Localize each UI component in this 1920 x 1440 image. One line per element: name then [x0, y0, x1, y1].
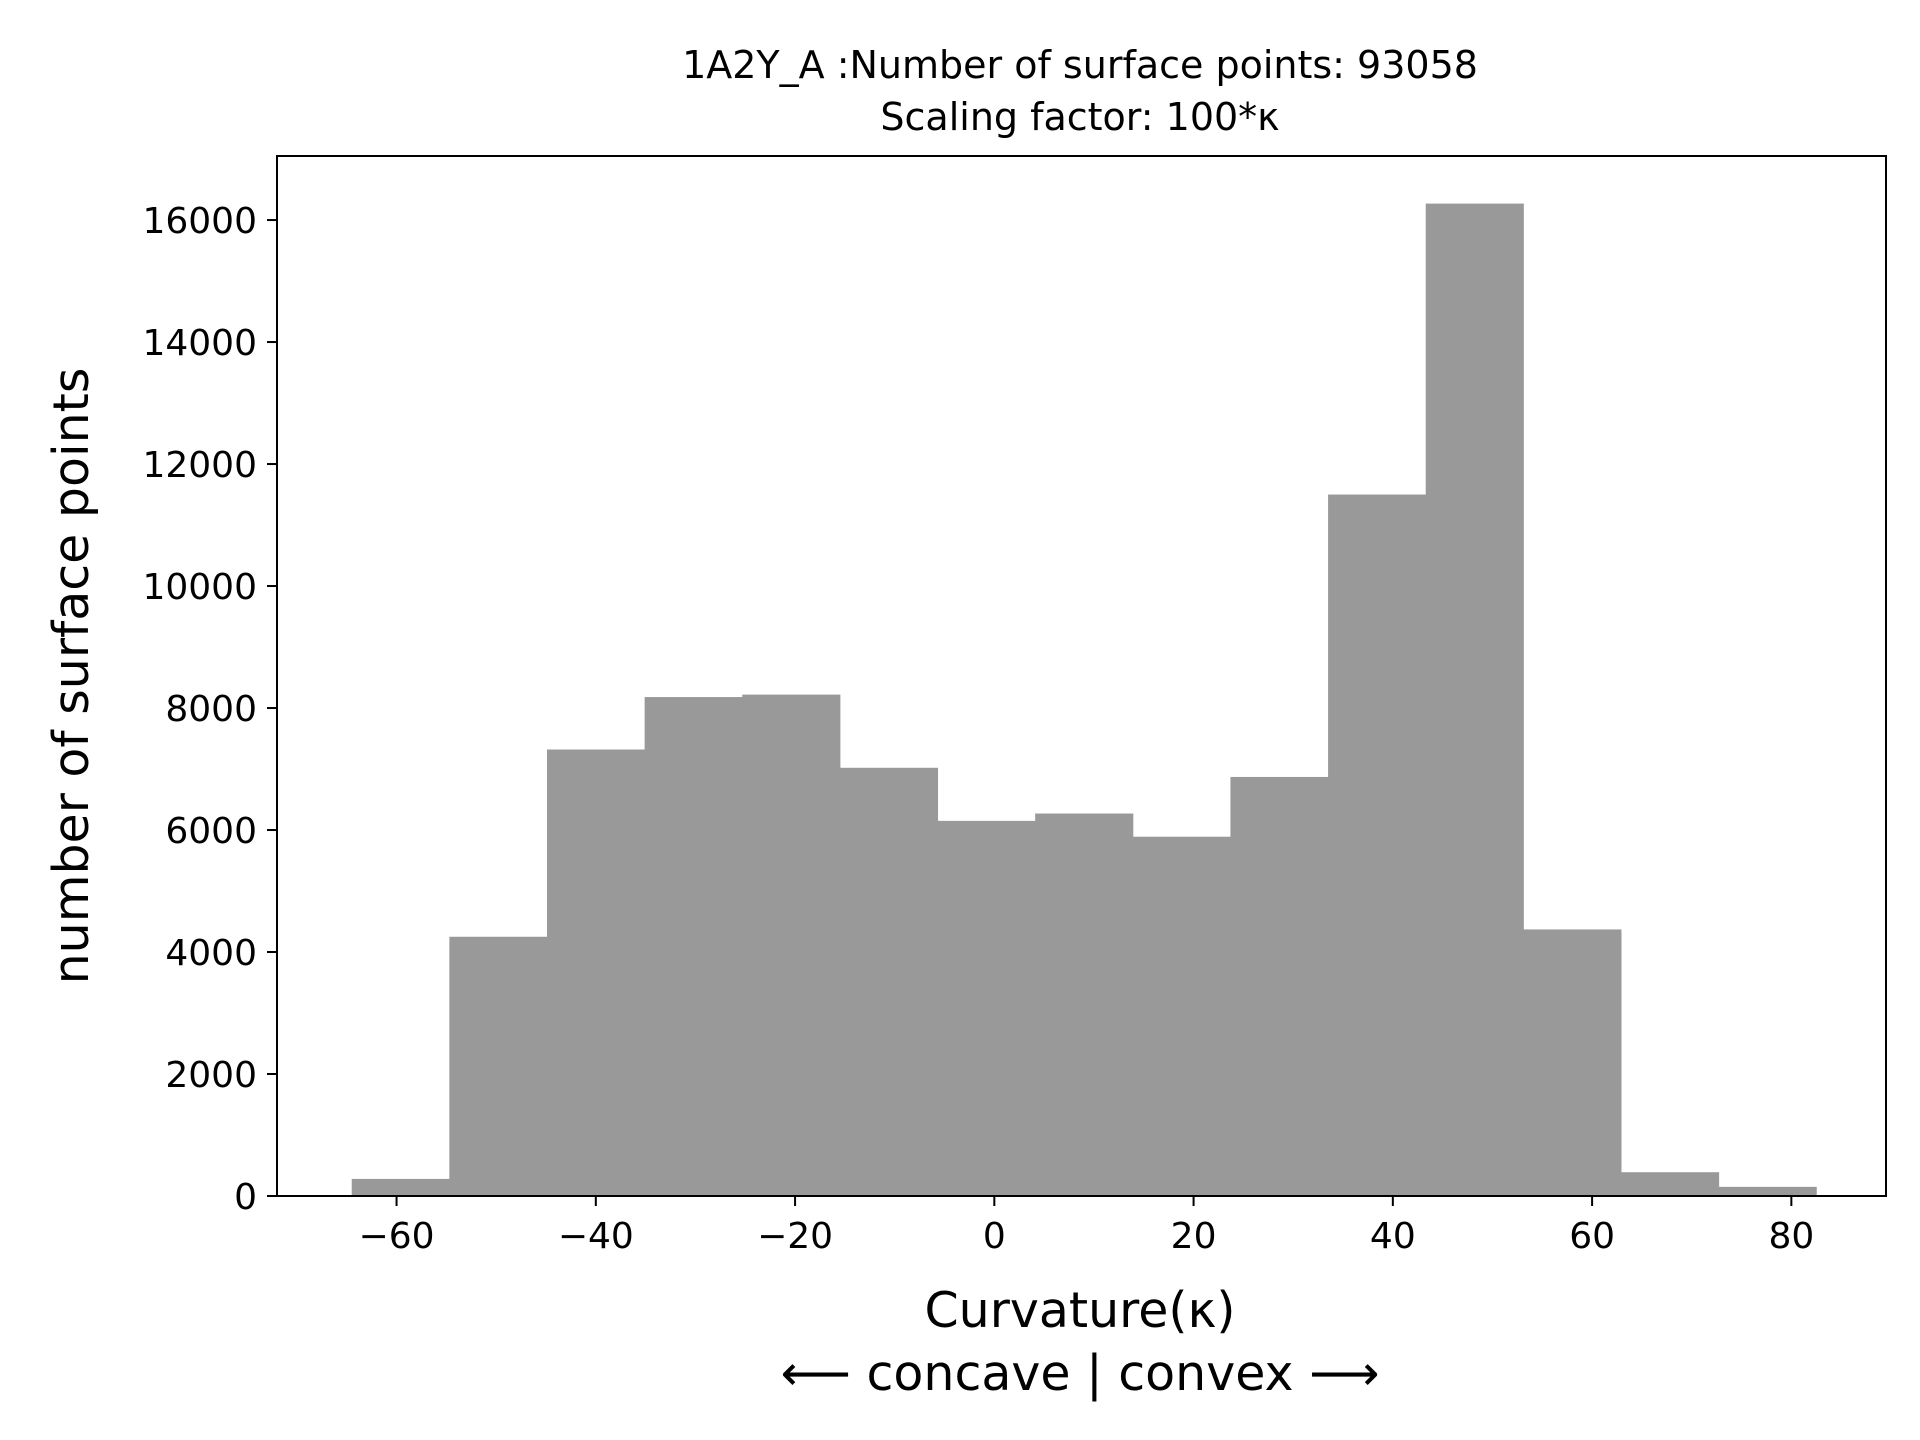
- y-tick-label: 14000: [142, 323, 257, 364]
- y-tick-label: 10000: [142, 567, 257, 608]
- histogram-bar-3: [644, 697, 743, 1196]
- histogram-bar-6: [937, 820, 1036, 1196]
- histogram-bar-13: [1620, 1172, 1720, 1196]
- x-tick-label: −40: [558, 1216, 634, 1257]
- x-axis-ticks: −60 −40 −20 0 20 40 60 80: [359, 1196, 1814, 1257]
- y-tick-label: 0: [234, 1177, 257, 1218]
- histogram-bars: [351, 203, 1817, 1197]
- y-tick-label: 12000: [142, 445, 257, 486]
- y-tick-label: 2000: [165, 1055, 257, 1096]
- chart-subtitle: Scaling factor: 100*κ: [880, 95, 1279, 139]
- y-tick-label: 8000: [165, 689, 257, 730]
- x-tick-label: −20: [757, 1216, 833, 1257]
- histogram-bar-8: [1132, 836, 1231, 1196]
- y-tick-label: 6000: [165, 811, 257, 852]
- x-tick-label: 0: [983, 1216, 1006, 1257]
- x-axis-sublabel: ⟵ concave | convex ⟶: [781, 1345, 1380, 1402]
- y-tick-label: 16000: [142, 201, 257, 242]
- histogram-bar-4: [742, 694, 841, 1196]
- x-tick-label: 60: [1569, 1216, 1615, 1257]
- histogram-bar-0: [351, 1178, 450, 1196]
- histogram-bar-10: [1328, 494, 1427, 1197]
- histogram-bar-9: [1230, 776, 1329, 1196]
- histogram-bar-5: [839, 767, 939, 1196]
- y-tick-label: 4000: [165, 933, 257, 974]
- x-tick-label: −60: [359, 1216, 435, 1257]
- histogram-bar-7: [1035, 813, 1134, 1196]
- x-tick-label: 20: [1171, 1216, 1217, 1257]
- histogram-bar-14: [1718, 1186, 1817, 1196]
- histogram-bar-11: [1425, 203, 1524, 1197]
- x-axis-label: Curvature(κ): [924, 1282, 1235, 1339]
- histogram-bar-2: [546, 749, 646, 1196]
- histogram-bar-12: [1523, 929, 1622, 1196]
- x-tick-label: 80: [1768, 1216, 1814, 1257]
- chart-title: 1A2Y_A :Number of surface points: 93058: [682, 43, 1478, 87]
- histogram-bar-1: [449, 936, 548, 1196]
- y-axis-ticks: 0 2000 4000 6000 8000 10000 12000 14000 16000: [142, 201, 277, 1218]
- plot-frame: [276, 155, 1887, 1197]
- x-tick-label: 40: [1370, 1216, 1416, 1257]
- y-axis-label: number of surface points: [43, 368, 100, 985]
